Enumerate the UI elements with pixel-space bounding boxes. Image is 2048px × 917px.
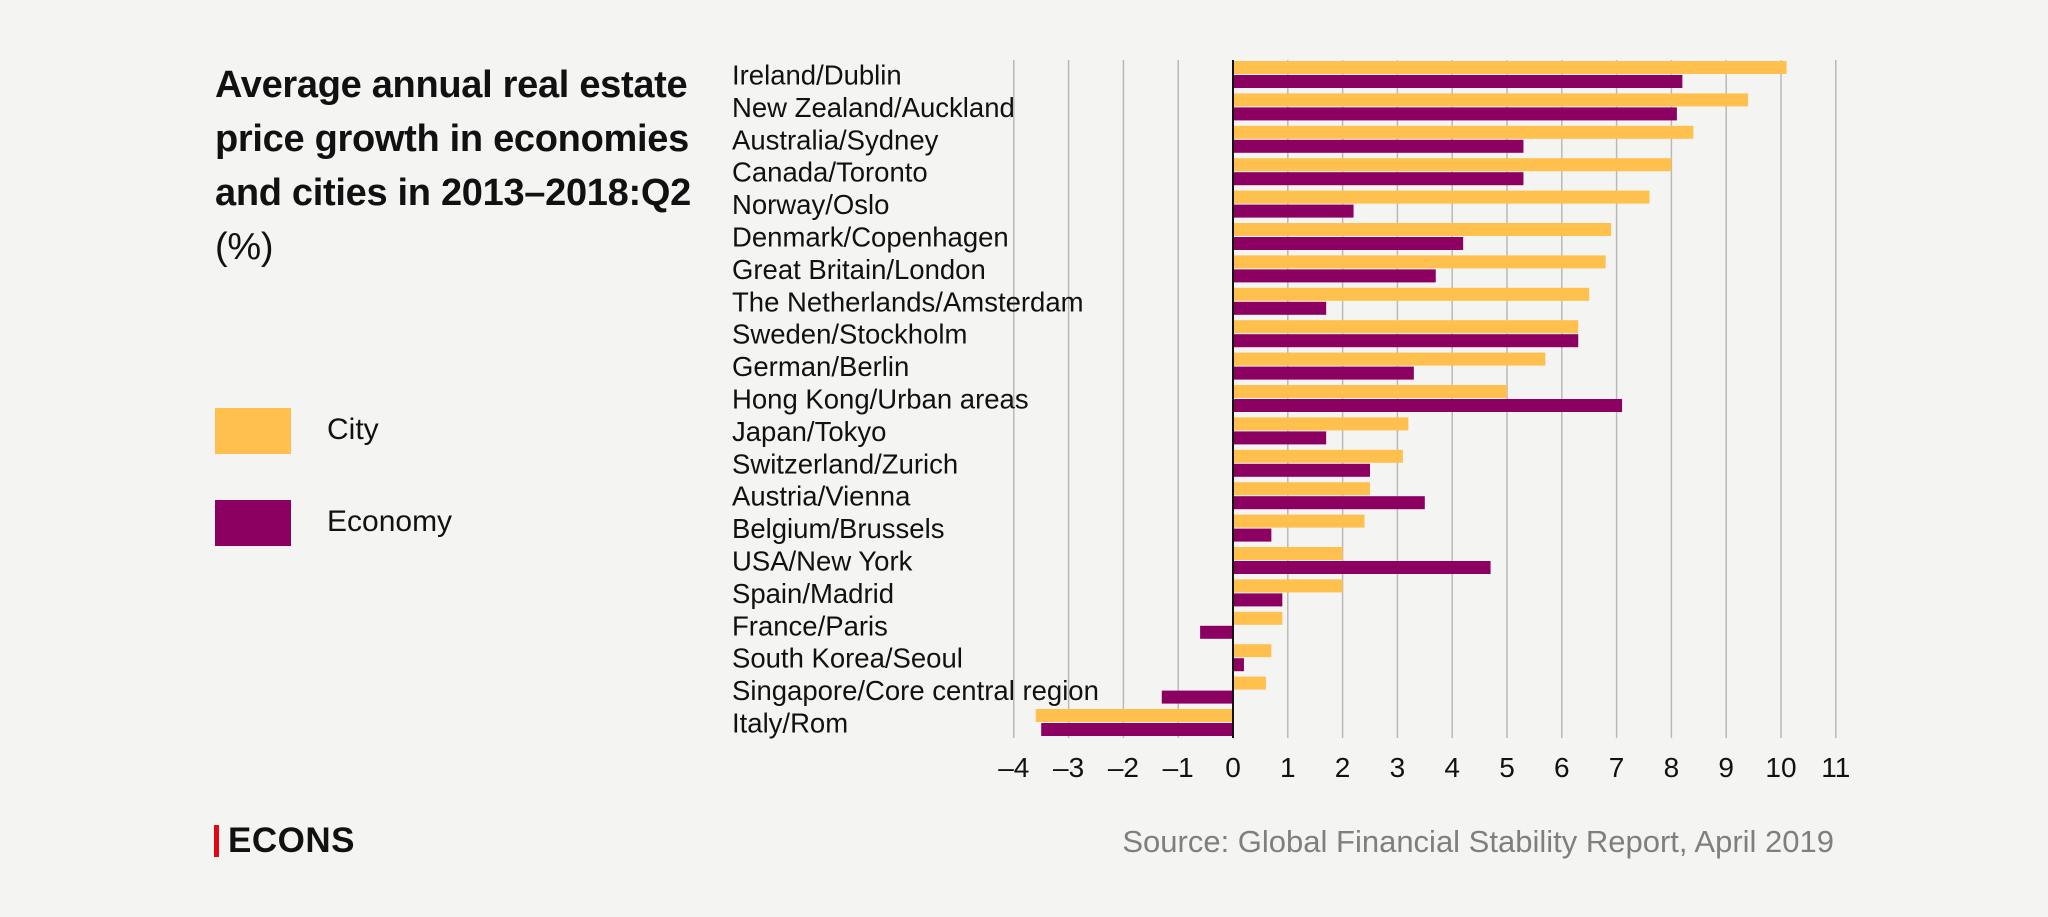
x-tick-label: 1 — [1280, 752, 1296, 783]
category-label: Italy/Rom — [732, 707, 848, 738]
logo-text: ECONS — [228, 821, 355, 860]
bar-economy — [1233, 107, 1677, 121]
category-label: France/Paris — [732, 610, 888, 641]
bar-economy — [1233, 561, 1491, 574]
category-label: South Korea/Seoul — [732, 643, 963, 674]
chart-title: Average annual real estate price growth … — [215, 58, 735, 274]
x-tick-label: –2 — [1108, 752, 1139, 783]
bar-economy — [1200, 625, 1233, 639]
bar-economy — [1233, 463, 1370, 477]
bar-city — [1233, 223, 1612, 236]
x-tick-label: 9 — [1718, 752, 1734, 783]
legend-label-city: City — [327, 413, 379, 446]
legend-label-economy: Economy — [327, 505, 453, 538]
category-label: The Netherlands/Amsterdam — [732, 286, 1084, 317]
x-tick-label: 3 — [1390, 752, 1406, 783]
bar-economy — [1233, 658, 1244, 672]
bar-city — [1233, 93, 1749, 107]
bar-economy — [1233, 269, 1436, 283]
bar-economy — [1233, 237, 1464, 250]
bar-economy — [1233, 528, 1272, 542]
bar-economy — [1233, 75, 1683, 88]
category-label: Spain/Madrid — [732, 578, 894, 609]
bar-economy — [1233, 301, 1327, 315]
bar-city — [1233, 352, 1546, 366]
category-label: Ireland/Dublin — [732, 59, 902, 90]
bar-economy — [1233, 431, 1327, 445]
category-label: Canada/Toronto — [732, 157, 928, 188]
bar-city — [1233, 125, 1694, 139]
chart-title-unit: (%) — [215, 226, 274, 268]
x-tick-label: 11 — [1821, 752, 1850, 783]
category-label: Norway/Oslo — [732, 189, 889, 220]
bar-economy — [1041, 723, 1233, 736]
category-label: Sweden/Stockholm — [732, 319, 967, 350]
bar-economy — [1233, 172, 1524, 186]
bar-city — [1233, 514, 1365, 528]
legend-swatch-economy — [215, 500, 291, 546]
bar-city — [1233, 611, 1283, 625]
bar-economy — [1161, 690, 1233, 704]
category-label: USA/New York — [732, 545, 913, 576]
bar-economy — [1233, 139, 1524, 153]
econs-logo: ECONS — [214, 821, 355, 860]
bar-economy — [1233, 334, 1579, 348]
bar-economy — [1233, 399, 1623, 412]
bar-city — [1233, 255, 1606, 269]
x-tick-label: –4 — [998, 752, 1029, 783]
x-tick-label: –1 — [1163, 752, 1194, 783]
bar-economy — [1233, 496, 1425, 510]
bar-city — [1233, 158, 1672, 172]
x-tick-label: 8 — [1664, 752, 1680, 783]
category-label: Australia/Sydney — [732, 124, 939, 155]
bar-economy — [1233, 204, 1354, 218]
bar-city — [1233, 61, 1787, 74]
bar-city — [1233, 417, 1409, 431]
bar-city — [1233, 449, 1403, 463]
logo-accent-bar — [214, 825, 219, 857]
source-note: Source: Global Financial Stability Repor… — [1122, 824, 1834, 859]
bar-city — [1233, 547, 1343, 560]
category-label: New Zealand/Auckland — [732, 92, 1015, 123]
bar-city — [1233, 482, 1370, 496]
category-label: Great Britain/London — [732, 254, 986, 285]
bar-city — [1233, 320, 1579, 334]
category-label: Switzerland/Zurich — [732, 448, 958, 479]
bar-city — [1035, 709, 1233, 722]
category-label: Denmark/Copenhagen — [732, 221, 1009, 252]
category-label: Japan/Tokyo — [732, 416, 886, 447]
bar-city — [1233, 385, 1507, 398]
bar-city — [1233, 287, 1590, 301]
legend-swatch-city — [215, 408, 291, 454]
x-tick-label: 5 — [1499, 752, 1515, 783]
category-label: Austria/Vienna — [732, 481, 911, 512]
bar-city — [1233, 676, 1266, 690]
bar-city — [1233, 579, 1343, 593]
x-tick-label: 6 — [1554, 752, 1570, 783]
x-tick-label: 10 — [1765, 752, 1796, 783]
x-tick-label: 0 — [1225, 752, 1241, 783]
x-tick-label: 4 — [1444, 752, 1460, 783]
bar-economy — [1233, 366, 1414, 380]
bar-city — [1233, 644, 1272, 658]
category-label: Hong Kong/Urban areas — [732, 383, 1029, 414]
category-label: Singapore/Core central region — [732, 675, 1099, 706]
category-label: German/Berlin — [732, 351, 909, 382]
x-tick-label: 7 — [1609, 752, 1625, 783]
chart-title-main: Average annual real estate price growth … — [215, 64, 691, 214]
x-tick-label: –3 — [1053, 752, 1084, 783]
bar-city — [1233, 190, 1650, 204]
x-tick-label: 2 — [1335, 752, 1351, 783]
category-label: Belgium/Brussels — [732, 513, 944, 544]
bar-economy — [1233, 593, 1283, 607]
